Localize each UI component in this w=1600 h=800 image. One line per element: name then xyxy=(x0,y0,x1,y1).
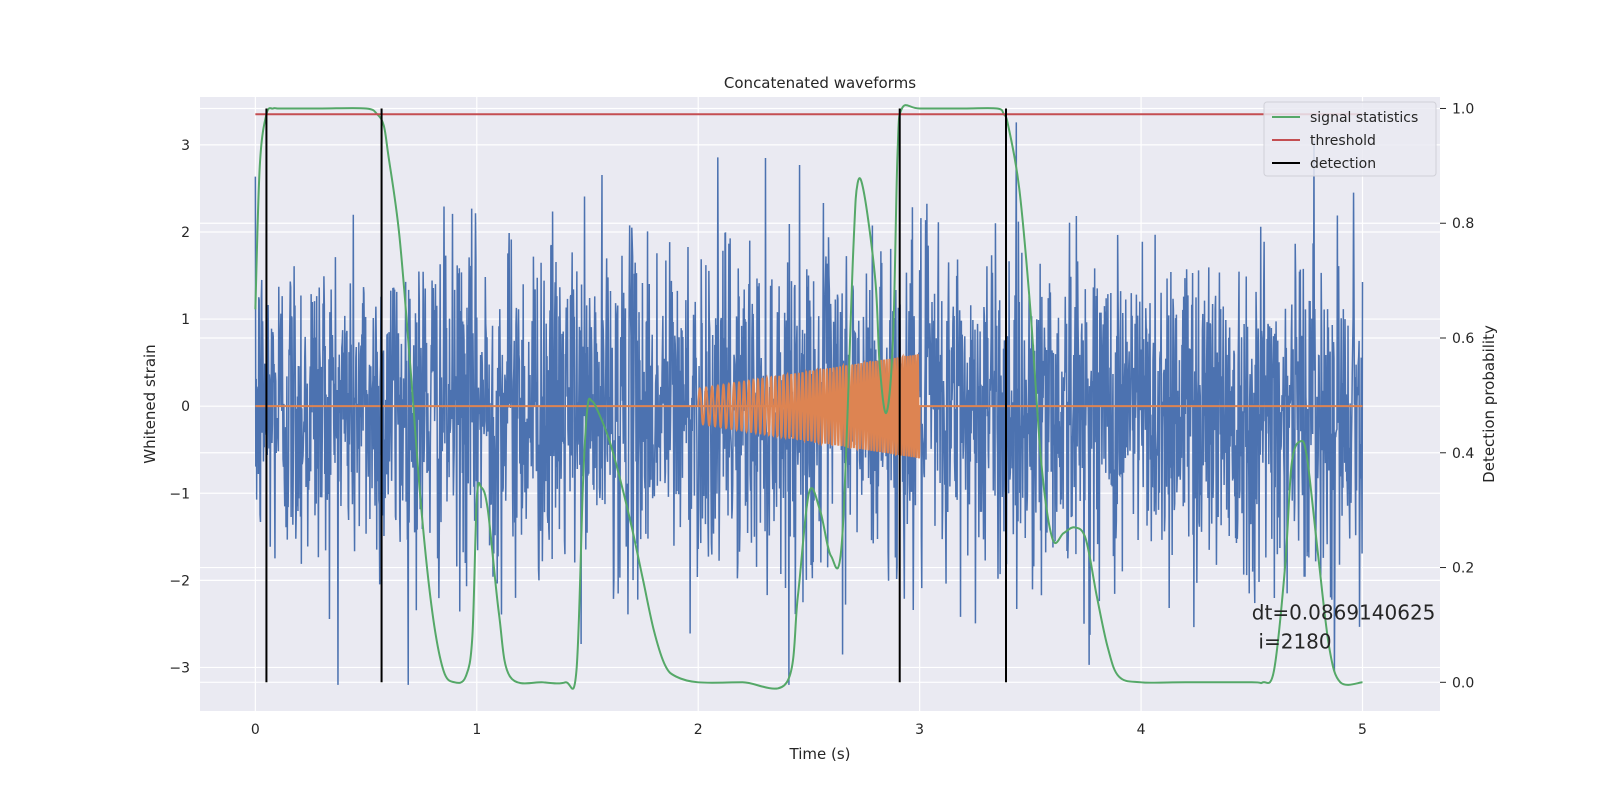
y-tick-label: −2 xyxy=(169,573,190,589)
annotation-text: i=2180 xyxy=(1258,629,1331,653)
y-right-tick-label: 0.2 xyxy=(1452,561,1474,577)
y-tick-label: 2 xyxy=(181,225,190,241)
chart-title: Concatenated waveforms xyxy=(724,74,916,92)
strain-series xyxy=(254,122,1364,685)
annotations: dt=0.0869140625 i=2180 xyxy=(1252,601,1436,654)
signal-statistics-line xyxy=(254,104,1363,690)
y-right-tick-label: 0.8 xyxy=(1452,216,1474,232)
y-right-tick-label: 0.4 xyxy=(1452,446,1474,462)
y-tick-label: −3 xyxy=(169,660,190,676)
y-tick-label: 3 xyxy=(181,138,190,154)
y-tick-label: 1 xyxy=(181,312,190,328)
x-axis-label: Time (s) xyxy=(789,745,851,763)
y-right-tick-label: 1.0 xyxy=(1452,101,1474,117)
y-right-tick-label: 0.6 xyxy=(1452,331,1474,347)
x-tick-label: 0 xyxy=(251,722,260,738)
legend-entry: signal statistics xyxy=(1310,110,1418,126)
legend: signal statistics threshold detection xyxy=(1263,101,1437,177)
x-tick-label: 2 xyxy=(694,722,703,738)
legend-box xyxy=(1263,101,1437,177)
ticks: 0 1 2 3 4 5 −3 −2 −1 0 1 2 3 0.0 0.2 0.4 0.6 0.8 1.0 xyxy=(169,101,1474,738)
y-axis-label-right: Detection probability xyxy=(1480,325,1498,483)
y-axis-label-left: Whitened strain xyxy=(141,344,159,463)
y-tick-label: −1 xyxy=(169,486,190,502)
y-right-tick-label: 0.0 xyxy=(1452,675,1474,691)
overlay-series xyxy=(254,104,1363,690)
x-tick-label: 3 xyxy=(915,722,924,738)
x-tick-label: 5 xyxy=(1358,722,1367,738)
x-tick-label: 4 xyxy=(1137,722,1146,738)
x-tick-label: 1 xyxy=(472,722,481,738)
y-tick-label: 0 xyxy=(181,399,190,415)
template-chirp xyxy=(697,353,921,459)
strain-line xyxy=(254,122,1364,685)
legend-entry: threshold xyxy=(1310,133,1376,149)
annotation-text: dt=0.0869140625 xyxy=(1252,601,1436,625)
legend-entry: detection xyxy=(1310,156,1376,172)
